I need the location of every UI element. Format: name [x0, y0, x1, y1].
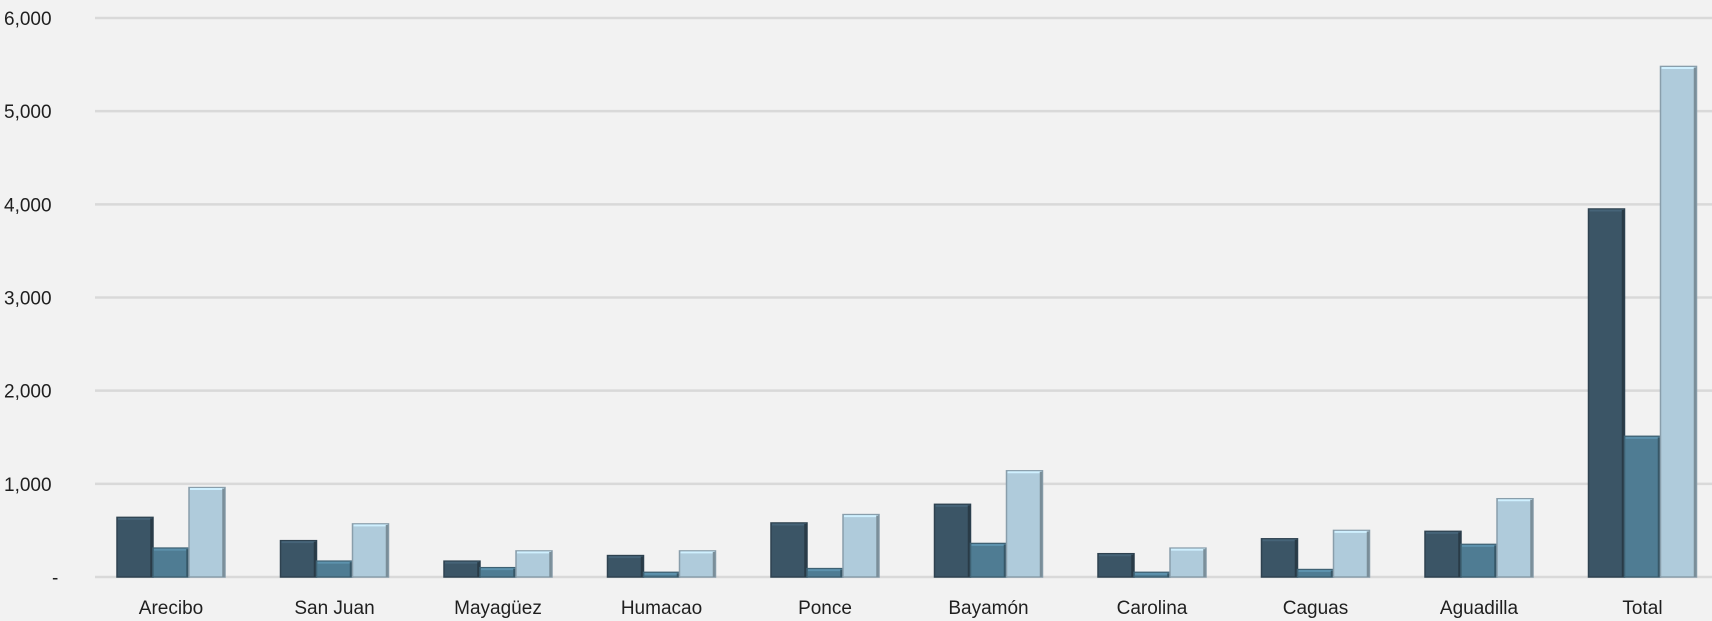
bar: [1332, 529, 1371, 578]
y-tick-label: 4,000: [4, 195, 52, 216]
bar: [1496, 497, 1534, 578]
bar: [1587, 208, 1626, 578]
bar: [1460, 543, 1498, 578]
bar: [1623, 435, 1662, 578]
x-category-label: Ponce: [798, 598, 852, 619]
y-tick-label: 3,000: [4, 289, 52, 310]
x-category-label: Bayamón: [948, 598, 1028, 619]
x-category-label: Caguas: [1283, 598, 1349, 619]
y-tick-label: 1,000: [4, 475, 52, 496]
bar: [1424, 530, 1462, 578]
x-category-label: Aguadilla: [1440, 598, 1519, 619]
bar-group: [279, 523, 390, 578]
bar: [842, 513, 880, 578]
x-category-label: San Juan: [294, 598, 374, 619]
bar: [933, 503, 972, 578]
bar: [1005, 470, 1044, 578]
bar-group: [1424, 497, 1534, 578]
bar: [116, 516, 154, 578]
bar: [1659, 65, 1698, 578]
bar: [1097, 552, 1135, 578]
bar: [188, 486, 226, 578]
x-axis-category-labels: Arecibo San Juan Mayagüez Humacao Ponce Bayam…: [139, 598, 1663, 619]
bar: [351, 523, 390, 578]
bar: [969, 542, 1008, 578]
gridlines: [95, 16, 1712, 579]
bar-group: [116, 486, 226, 578]
bar: [515, 550, 553, 578]
bar-group: [1097, 547, 1207, 578]
bar: [678, 550, 717, 578]
bar-group: [1260, 529, 1371, 578]
x-category-label: Humacao: [621, 598, 702, 619]
bar-group: [933, 470, 1044, 578]
bar: [770, 522, 808, 578]
bar: [1260, 538, 1299, 578]
y-tick-label: 6,000: [4, 9, 52, 30]
x-category-label: Arecibo: [139, 598, 203, 619]
bar-group: [606, 550, 717, 578]
bar-group: [443, 550, 553, 578]
y-tick-label: -: [52, 568, 58, 589]
bar: [152, 547, 190, 578]
bar: [606, 554, 645, 578]
x-category-label: Mayagüez: [454, 598, 542, 619]
bars: [116, 65, 1698, 578]
bar-group: [1587, 65, 1698, 578]
y-axis-tick-labels: - 1,000 2,000 3,000 4,000 5,000 6,000: [4, 9, 58, 589]
y-tick-label: 2,000: [4, 382, 52, 403]
bar: [279, 539, 318, 578]
bar: [1169, 547, 1207, 578]
x-category-label: Carolina: [1117, 598, 1188, 619]
bar-group: [770, 513, 880, 578]
y-tick-label: 5,000: [4, 102, 52, 123]
x-category-label: Total: [1622, 598, 1662, 619]
